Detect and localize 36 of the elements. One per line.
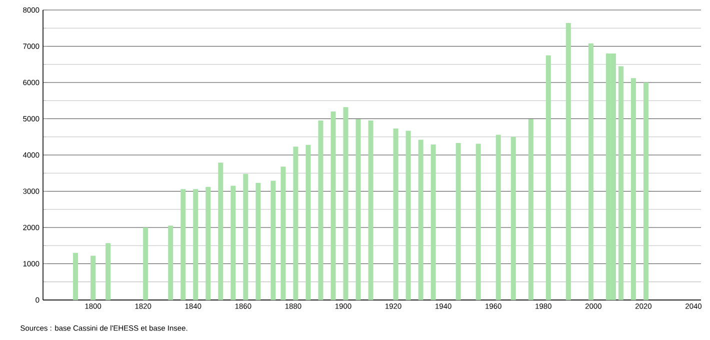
bar bbox=[393, 128, 398, 300]
bar bbox=[456, 143, 461, 300]
bar bbox=[168, 226, 174, 300]
bar bbox=[418, 140, 424, 300]
bar bbox=[256, 182, 261, 300]
bar bbox=[318, 120, 324, 300]
bar bbox=[230, 186, 236, 300]
bar bbox=[90, 256, 96, 300]
bar bbox=[588, 43, 594, 300]
bar bbox=[368, 120, 374, 300]
bar bbox=[143, 227, 148, 300]
bar bbox=[546, 55, 551, 300]
bar bbox=[218, 162, 224, 300]
bar bbox=[406, 130, 411, 300]
bar bbox=[193, 189, 198, 300]
bar bbox=[430, 144, 436, 300]
bar bbox=[270, 180, 276, 300]
bar bbox=[180, 189, 186, 300]
bar bbox=[356, 119, 361, 300]
bar bbox=[293, 146, 298, 300]
bar bbox=[280, 166, 286, 300]
bar bbox=[618, 66, 624, 300]
bar bbox=[496, 134, 501, 300]
bar bbox=[528, 119, 534, 300]
bar bbox=[630, 78, 636, 300]
bar bbox=[73, 252, 78, 300]
bar bbox=[330, 111, 336, 300]
bar bbox=[206, 186, 211, 300]
bar bbox=[476, 144, 481, 300]
bar bbox=[643, 82, 648, 300]
bar bbox=[306, 144, 311, 300]
bar bbox=[106, 243, 111, 300]
bar bbox=[566, 23, 571, 300]
bar bbox=[343, 107, 348, 300]
bar bbox=[510, 136, 516, 300]
bar bbox=[243, 174, 248, 300]
